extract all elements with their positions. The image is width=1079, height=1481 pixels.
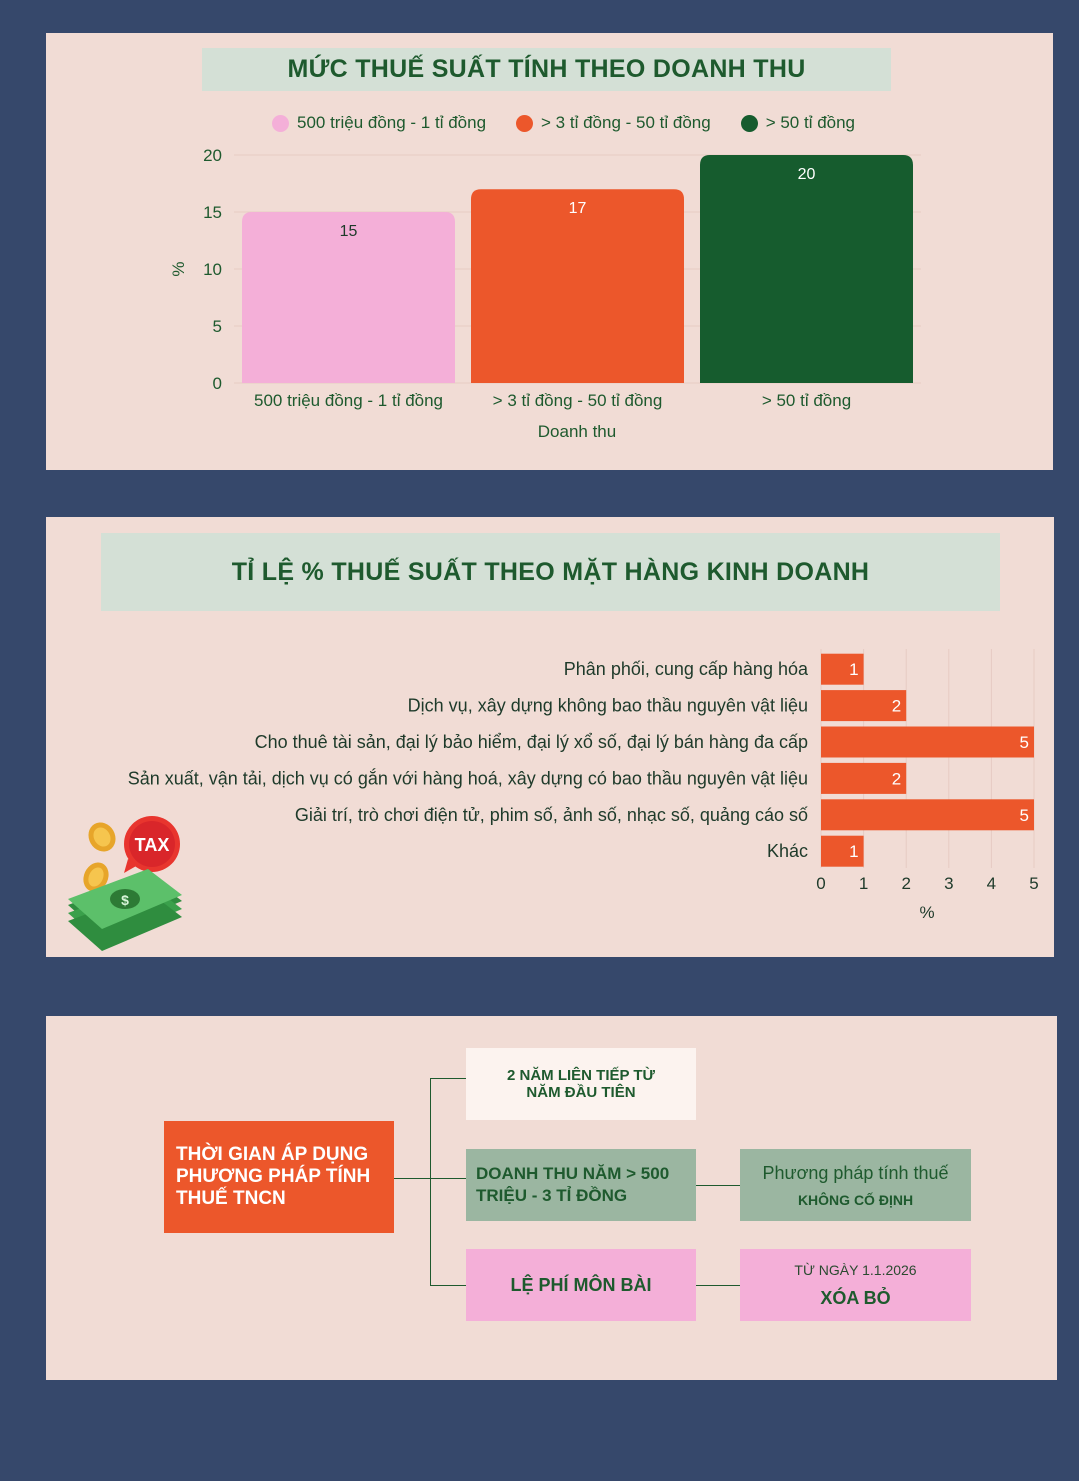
x-tick-label: 1 bbox=[859, 874, 868, 893]
bar-value-label: 1 bbox=[849, 842, 858, 861]
bar bbox=[821, 835, 864, 867]
branch2-result-box: Phương pháp tính thuế KHÔNG CỐ ĐỊNH bbox=[740, 1149, 971, 1221]
legend-label: 500 triệu đồng - 1 tỉ đồng bbox=[297, 113, 487, 132]
x-tick-label: 2 bbox=[901, 874, 910, 893]
bar bbox=[242, 212, 455, 383]
bar-value-label: 5 bbox=[1020, 733, 1029, 752]
bar-value-label: 2 bbox=[892, 769, 901, 788]
branch3-result-box: TỪ NGÀY 1.1.2026 XÓA BỎ bbox=[740, 1249, 971, 1321]
category-label: Khác bbox=[767, 841, 808, 861]
connector-line bbox=[430, 1178, 466, 1179]
category-label: Phân phối, cung cấp hàng hóa bbox=[564, 659, 809, 679]
x-tick-label: 5 bbox=[1029, 874, 1038, 893]
y-tick-label: 10 bbox=[203, 260, 222, 279]
bar bbox=[471, 189, 684, 383]
y-tick-label: 20 bbox=[203, 146, 222, 165]
bar bbox=[700, 155, 913, 383]
legend-swatch bbox=[740, 114, 758, 132]
legend-item: > 3 tỉ đồng - 50 tỉ đồng bbox=[516, 113, 711, 133]
connector-line bbox=[430, 1078, 431, 1286]
connector-line bbox=[696, 1285, 740, 1286]
category-label: Cho thuê tài sản, đại lý bảo hiểm, đại l… bbox=[255, 732, 808, 752]
bar-value-label: 20 bbox=[798, 166, 816, 183]
x-tick-label: 3 bbox=[944, 874, 953, 893]
bar-value-label: 17 bbox=[569, 200, 587, 217]
main-topic-box: THỜI GIAN ÁP DỤNG PHƯƠNG PHÁP TÍNH THUẾ … bbox=[164, 1121, 394, 1233]
business-tax-panel: TỈ LỆ % THUẾ SUẤT THEO MẶT HÀNG KINH DOA… bbox=[46, 517, 1054, 957]
tax-badge-label: TAX bbox=[135, 835, 170, 855]
category-label: Sản xuất, vận tải, dịch vụ có gắn với hà… bbox=[128, 767, 808, 788]
category-label: Giải trí, trò chơi điện tử, phim số, ảnh… bbox=[295, 805, 808, 825]
legend-item: > 50 tỉ đồng bbox=[740, 113, 856, 133]
bar bbox=[821, 799, 1034, 831]
bar-value-label: 1 bbox=[849, 660, 858, 679]
legend-label: > 50 tỉ đồng bbox=[765, 113, 856, 132]
money-stack-icon: $ bbox=[68, 869, 182, 951]
chart2-plot: 0 1 2 3 4 5% 1 Phân phối, cung cấp hàng hóa 2 Dịc… bbox=[128, 649, 1039, 922]
svg-text:$: $ bbox=[121, 892, 129, 908]
coin-icon bbox=[83, 862, 109, 892]
bar-value-label: 5 bbox=[1020, 806, 1029, 825]
chart1-plot: 0 5 10 15 20% 15 500 triệu đồng - 1 tỉ đồng 17 >… bbox=[169, 146, 921, 441]
x-tick-label: 0 bbox=[816, 874, 825, 893]
chart1-title: MỨC THUẾ SUẤT TÍNH THEO DOANH THU bbox=[202, 48, 891, 91]
connector-line bbox=[696, 1185, 740, 1186]
connector-line bbox=[430, 1285, 466, 1286]
x-tick-label: 500 triệu đồng - 1 tỉ đồng bbox=[254, 391, 443, 410]
x-tick-label: > 50 tỉ đồng bbox=[762, 391, 851, 410]
branch3-box: LỆ PHÍ MÔN BÀI bbox=[466, 1249, 696, 1321]
legend-label: > 3 tỉ đồng - 50 tỉ đồng bbox=[541, 113, 711, 132]
x-tick-label: 4 bbox=[987, 874, 996, 893]
branch3-label: LỆ PHÍ MÔN BÀI bbox=[510, 1274, 652, 1295]
bar bbox=[821, 653, 864, 685]
legend-swatch bbox=[516, 114, 534, 132]
y-tick-label: 5 bbox=[213, 317, 222, 336]
branch1-box: 2 NĂM LIÊN TIẾP TỪ NĂM ĐẦU TIÊN bbox=[466, 1048, 696, 1120]
legend-swatch bbox=[272, 114, 289, 132]
chart1-legend: 500 triệu đồng - 1 tỉ đồng > 3 tỉ đồng - … bbox=[272, 113, 855, 133]
branch2-result-top: Phương pháp tính thuế bbox=[762, 1162, 949, 1183]
legend-item: 500 triệu đồng - 1 tỉ đồng bbox=[272, 113, 486, 133]
tax-badge: TAX bbox=[124, 816, 180, 873]
bar bbox=[821, 726, 1034, 758]
branch3-result-top: TỪ NGÀY 1.1.2026 bbox=[794, 1261, 917, 1278]
revenue-tax-panel: MỨC THUẾ SUẤT TÍNH THEO DOANH THU 500 tr… bbox=[46, 33, 1053, 470]
branch2-label: DOANH THU NĂM > 500 TRIỆU - 3 TỈ ĐỒNG bbox=[476, 1164, 670, 1205]
branch2-box: DOANH THU NĂM > 500 TRIỆU - 3 TỈ ĐỒNG bbox=[466, 1149, 696, 1221]
bar bbox=[821, 690, 907, 722]
connector-line bbox=[430, 1078, 466, 1079]
bar bbox=[821, 762, 907, 794]
coin-icon bbox=[88, 822, 116, 852]
y-tick-label: 15 bbox=[203, 203, 222, 222]
y-tick-label: 0 bbox=[213, 374, 222, 393]
x-tick-label: > 3 tỉ đồng - 50 tỉ đồng bbox=[493, 391, 663, 410]
bar-value-label: 2 bbox=[892, 697, 901, 716]
connector-line bbox=[394, 1178, 430, 1179]
branch3-result-bottom: XÓA BỎ bbox=[820, 1287, 891, 1308]
application-diagram-panel: THỜI GIAN ÁP DỤNG PHƯƠNG PHÁP TÍNH THUẾ … bbox=[46, 1016, 1057, 1380]
x-axis-label: Doanh thu bbox=[538, 422, 616, 441]
category-label: Dịch vụ, xây dựng không bao thầu nguyên … bbox=[408, 696, 808, 716]
main-topic-label: THỜI GIAN ÁP DỤNG PHƯƠNG PHÁP TÍNH THUẾ … bbox=[176, 1144, 371, 1209]
y-axis-label: % bbox=[169, 261, 188, 276]
bar-value-label: 15 bbox=[340, 223, 358, 240]
branch1-label: 2 NĂM LIÊN TIẾP TỪ NĂM ĐẦU TIÊN bbox=[506, 1067, 655, 1101]
chart2-title: TỈ LỆ % THUẾ SUẤT THEO MẶT HÀNG KINH DOA… bbox=[101, 533, 1000, 611]
branch2-result-bottom: KHÔNG CỐ ĐỊNH bbox=[797, 1191, 914, 1208]
x-axis-label: % bbox=[919, 903, 934, 922]
tax-money-icon: TAX $ bbox=[68, 816, 182, 951]
